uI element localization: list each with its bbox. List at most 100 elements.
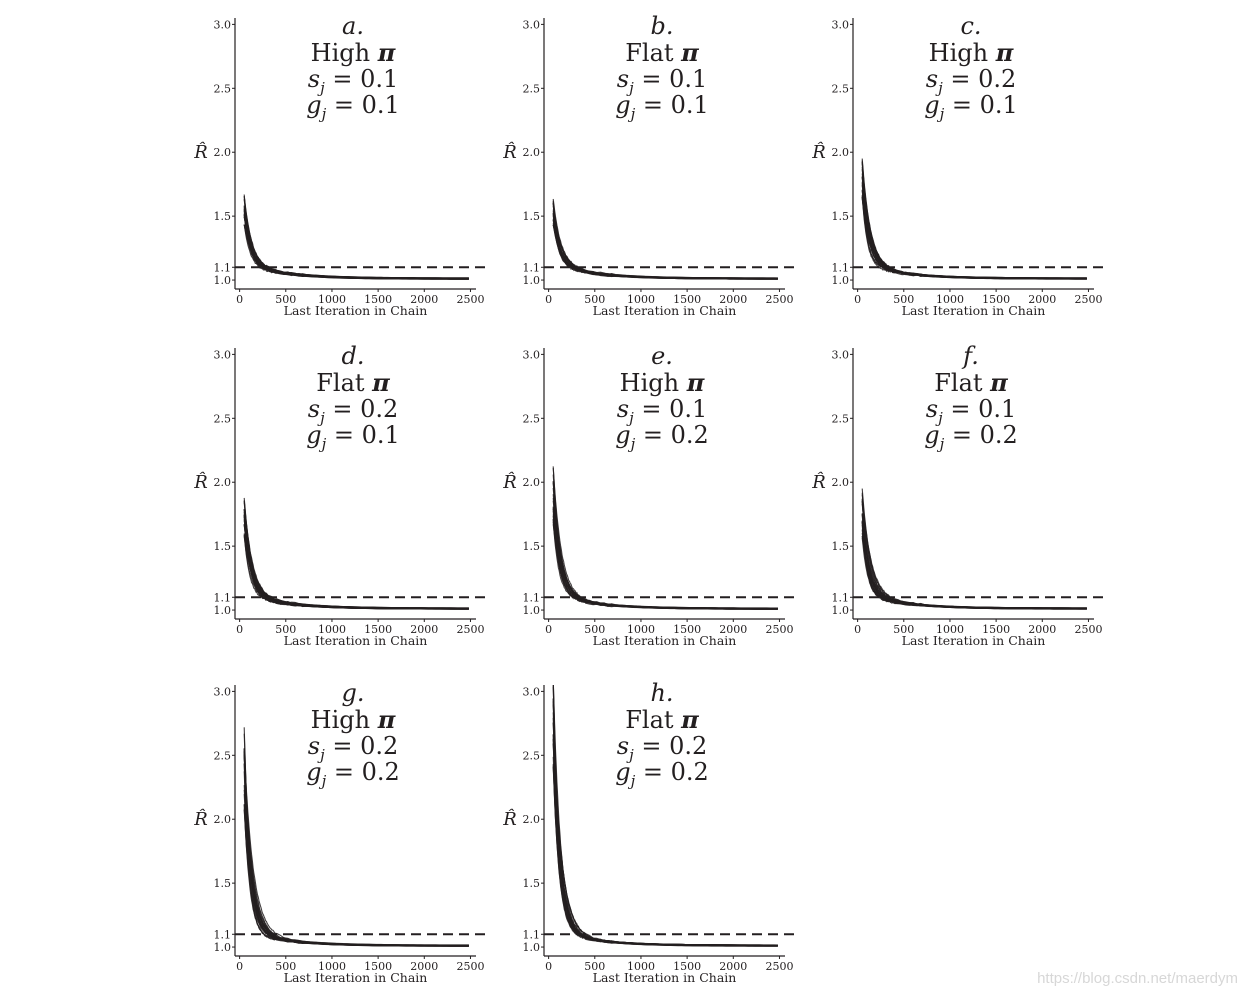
trace-line [861,198,1087,280]
traces [861,158,1087,280]
trace-line [552,214,778,280]
x-tick-label: 2000 [1028,623,1056,636]
trace-line [861,161,1087,280]
y-axis-label: R̂ [502,141,517,163]
x-tick-label: 500 [275,293,296,306]
x-tick-label: 1000 [936,293,964,306]
y-tick-label: 1.1 [523,591,541,604]
trace-line [243,213,469,280]
traces [552,466,778,610]
x-tick-label: 500 [893,623,914,636]
trace-line [243,533,469,609]
x-tick-label: 0 [545,293,552,306]
panel-letter: a. [342,12,364,40]
trace-line [243,808,469,947]
trace-line [861,176,1087,280]
x-tick-label: 1000 [627,960,655,973]
x-tick-label: 1500 [364,960,392,973]
prior-label: High π [929,38,1014,67]
panel-f: 1.01.1 1.5 2.0 2.5 3.0 0 500 1000 1500 2000 2500 La… [811,342,1104,648]
panel-letter: f. [961,342,979,370]
y-tick-label: 1.0 [214,604,232,617]
panel-letter: g. [342,679,365,707]
trace-line [243,763,469,947]
y-tick-label: 2.0 [523,146,541,159]
x-axis-label: Last Iteration in Chain [284,633,428,648]
traces [243,194,469,280]
x-tick-label: 1500 [673,960,701,973]
x-tick-label: 2500 [765,293,793,306]
x-tick-label: 2000 [719,293,747,306]
x-tick-label: 2000 [410,623,438,636]
trace-line [861,520,1087,609]
trace-line [243,214,469,279]
y-tick-label: 2.5 [523,412,541,425]
panel-letter: b. [651,12,674,40]
trace-line [861,513,1087,609]
trace-line [243,515,469,609]
x-tick-label: 500 [584,960,605,973]
y-tick-label: 1.1 [832,591,850,604]
y-tick-label: 2.0 [832,146,850,159]
prior-label: High π [620,368,705,397]
y-tick-label: 1.1 [214,261,232,274]
g-label: gj = 0.1 [924,91,1018,123]
g-label: gj = 0.1 [615,91,709,123]
y-tick-label: 3.0 [832,348,850,361]
x-tick-label: 2500 [1074,623,1102,636]
trace-line [243,519,469,610]
trace-line [552,468,778,609]
y-tick-label: 1.0 [214,941,232,954]
trace-line [243,809,469,946]
panel-letter: h. [650,679,673,707]
x-axis-label: Last Iteration in Chain [902,303,1046,318]
x-tick-label: 2000 [410,293,438,306]
y-tick-label: 1.5 [523,540,541,553]
trace-line [552,524,778,609]
trace-line [243,804,469,947]
trace-line [243,515,469,610]
y-tick-label: 3.0 [523,18,541,31]
y-tick-label: 1.5 [214,210,232,223]
g-label: gj = 0.2 [924,421,1018,453]
trace-line [861,492,1087,609]
s-label: sj = 0.2 [617,732,708,764]
trace-line [243,216,469,280]
trace-line [243,216,469,280]
g-label: gj = 0.2 [306,758,400,790]
trace-line [552,213,778,279]
y-tick-label: 3.0 [523,685,541,698]
traces [552,685,778,947]
y-tick-label: 2.5 [214,412,232,425]
trace-line [861,190,1087,279]
x-tick-label: 2000 [719,623,747,636]
y-tick-label: 2.0 [523,476,541,489]
y-tick-label: 1.5 [523,877,541,890]
trace-line [552,480,778,609]
trace-line [552,518,778,610]
y-tick-label: 1.5 [214,540,232,553]
y-axis-label: R̂ [193,471,208,493]
x-tick-label: 2500 [1074,293,1102,306]
panel-g: 1.01.1 1.5 2.0 2.5 3.0 0 500 1000 1500 2000 2500 La… [193,679,486,985]
trace-line [243,210,469,279]
x-tick-label: 1000 [318,960,346,973]
trace-line [861,522,1087,610]
panel-b: 1.01.1 1.5 2.0 2.5 3.0 0 500 1000 1500 2000 2500 La… [502,12,795,318]
y-axis-label: R̂ [193,808,208,830]
trace-line [861,503,1087,610]
g-label: gj = 0.2 [615,421,709,453]
x-tick-label: 1500 [364,623,392,636]
x-tick-label: 2500 [765,623,793,636]
panel-letter: c. [960,12,981,40]
traces [243,497,469,610]
trace-line [552,722,778,946]
trace-line [243,508,469,610]
x-tick-label: 0 [545,960,552,973]
x-tick-label: 0 [854,623,861,636]
trace-line [861,169,1087,280]
x-tick-label: 2500 [765,960,793,973]
trace-line [552,509,778,609]
y-tick-label: 1.1 [523,261,541,274]
trace-line [552,514,778,610]
